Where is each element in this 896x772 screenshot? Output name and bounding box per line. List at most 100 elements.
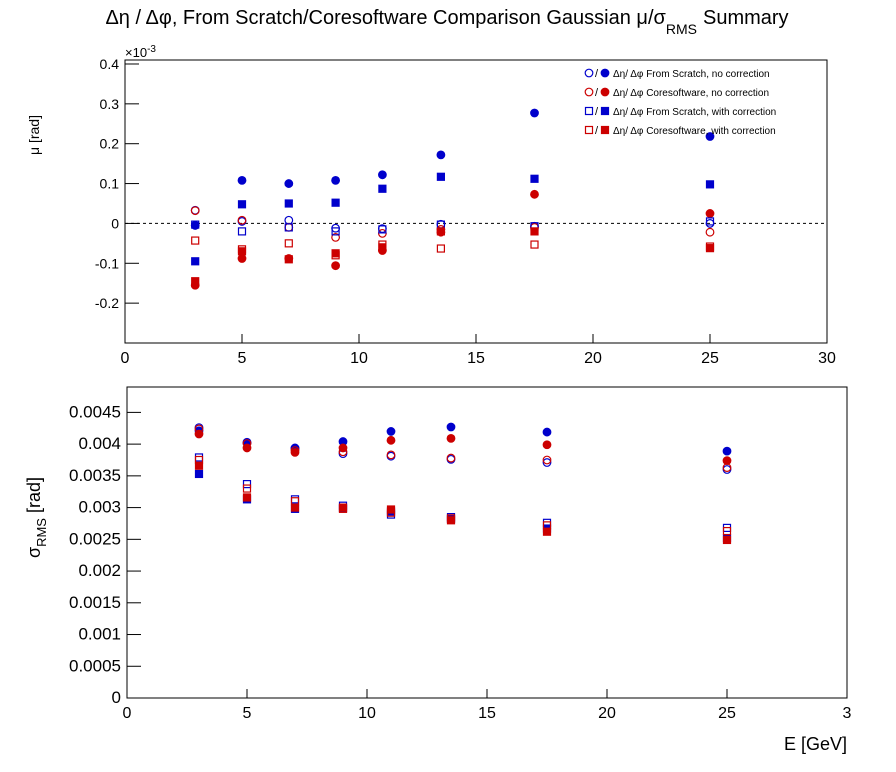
y-axis-label: σRMS [rad] [24, 477, 49, 558]
y-tick-label: 0.001 [78, 625, 121, 644]
filled-circle [600, 68, 610, 78]
x-tick-label: 5 [243, 705, 252, 722]
open-square [722, 526, 732, 536]
open-circle [542, 455, 552, 465]
title-end: Summary [703, 7, 789, 29]
x-tick-label: 20 [598, 705, 616, 722]
legend-separator: / [595, 125, 599, 137]
filled-square [194, 469, 204, 479]
open-circle [190, 206, 200, 216]
y-tick-label: 0.0005 [69, 656, 121, 675]
y-multiplier-base: ×10 [125, 45, 147, 60]
y-tick-label: 0.4 [100, 56, 120, 72]
filled-circle [331, 261, 341, 271]
open-circle [284, 223, 294, 232]
open-square [530, 240, 539, 249]
filled-circle [722, 446, 732, 456]
x-tick-label: 10 [350, 350, 368, 367]
filled-circle [722, 456, 732, 466]
filled-square [284, 199, 293, 208]
filled-square [436, 227, 445, 236]
open-square [284, 239, 293, 248]
open-square [331, 227, 340, 236]
filled-circle [242, 443, 252, 453]
open-circle [584, 87, 594, 97]
filled-circle [542, 440, 552, 450]
open-square [436, 244, 445, 253]
filled-circle [331, 175, 341, 185]
y-axis-label: μ [rad] [26, 115, 42, 155]
y-axis-label-sub: RMS [34, 518, 49, 547]
filled-square [331, 249, 340, 258]
open-circle [446, 453, 456, 463]
filled-square [331, 198, 340, 207]
y-tick-label: 0.002 [78, 561, 121, 580]
x-tick-label: 3 [843, 705, 852, 722]
y-axis-label-end: [rad] [24, 477, 44, 513]
y-tick-label: 0.2 [100, 136, 120, 152]
open-circle [237, 215, 247, 225]
filled-square [436, 172, 445, 181]
y-tick-label: 0 [111, 215, 119, 231]
plot-frame [124, 59, 828, 344]
open-square [242, 480, 252, 489]
filled-square [237, 200, 247, 209]
filled-square [530, 227, 539, 236]
filled-square [600, 106, 610, 116]
filled-circle [446, 422, 456, 432]
filled-square [378, 184, 387, 193]
open-circle [284, 215, 294, 225]
legend-separator: / [595, 68, 599, 80]
filled-circle [237, 175, 247, 185]
filled-square [194, 461, 204, 470]
x-tick-label: 25 [701, 350, 719, 367]
y-tick-label: 0.0025 [69, 529, 121, 548]
filled-circle [378, 170, 387, 180]
open-square [242, 484, 252, 493]
filled-square [600, 125, 610, 135]
open-circle [705, 227, 715, 237]
y-tick-label: 0.1 [100, 176, 120, 192]
x-tick-label: 15 [467, 350, 485, 367]
filled-circle [284, 179, 294, 188]
filled-circle [705, 132, 715, 141]
filled-square [722, 535, 732, 545]
title-main: Δη / Δφ, From Scratch/Coresoftware Compa… [105, 7, 666, 29]
legend-label: Δη/ Δφ From Scratch, with correction [613, 107, 776, 118]
open-square [237, 227, 247, 236]
open-circle [584, 68, 594, 78]
open-square [191, 220, 200, 229]
x-tick-label: 10 [358, 705, 376, 722]
filled-circle [530, 108, 539, 118]
y-tick-label: 0.003 [78, 498, 121, 517]
filled-square [542, 527, 552, 536]
filled-circle [386, 435, 396, 445]
x-tick-label: 20 [584, 350, 602, 367]
filled-square [242, 493, 252, 502]
plot-frame [126, 386, 848, 699]
filled-square [290, 503, 300, 512]
y-multiplier: ×10-3 [125, 44, 156, 60]
filled-square [705, 244, 715, 253]
filled-circle [705, 209, 715, 218]
filled-square [530, 174, 539, 183]
open-square [378, 225, 387, 234]
legend-separator: / [595, 106, 599, 118]
x-tick-label: 5 [238, 350, 247, 367]
filled-square [386, 505, 396, 514]
title-sub: RMS [666, 21, 697, 37]
legend-separator: / [595, 87, 599, 99]
filled-circle [600, 87, 610, 97]
filled-circle [290, 447, 300, 457]
filled-circle [194, 429, 204, 439]
open-square [194, 453, 204, 462]
chart-title: Δη / Δφ, From Scratch/Coresoftware Compa… [105, 7, 788, 37]
filled-square [284, 255, 293, 264]
y-axis-label-main: σ [24, 547, 44, 558]
open-circle [331, 232, 341, 242]
filled-square [191, 257, 200, 266]
filled-square [446, 516, 456, 525]
open-square [284, 223, 293, 232]
x-tick-label: 0 [123, 705, 132, 722]
y-tick-label: -0.2 [95, 295, 119, 311]
